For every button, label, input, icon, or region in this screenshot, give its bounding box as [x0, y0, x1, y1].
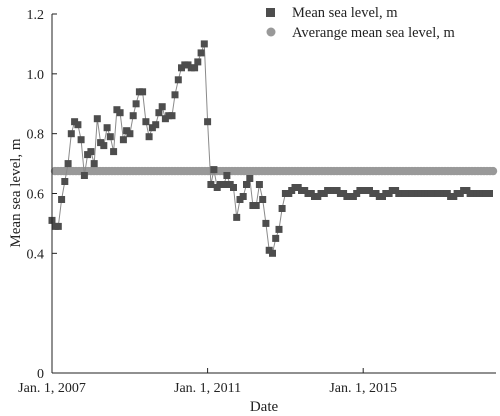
mean-sea-level-point — [119, 136, 127, 144]
mean-sea-level-point — [64, 160, 72, 168]
mean-sea-level-point — [204, 118, 212, 126]
x-tick-label: Jan. 1, 2007 — [18, 381, 86, 396]
mean-sea-level-point — [239, 193, 247, 200]
mean-sea-level-point — [90, 160, 98, 168]
mean-sea-level-point — [103, 124, 111, 132]
mean-sea-level-point — [200, 40, 208, 48]
mean-sea-level-point — [275, 225, 283, 233]
mean-sea-level-point — [278, 205, 286, 212]
legend-marker-circle — [266, 27, 276, 37]
mean-sea-level-point — [207, 181, 215, 188]
mean-sea-level-point — [80, 172, 88, 179]
y-tick-label: 1.2 — [27, 8, 45, 23]
y-axis: 0 0.4 0.6 0.8 1.0 1.2 — [27, 8, 57, 382]
x-tick-label: Jan. 1, 2015 — [329, 381, 397, 396]
mean-sea-level-point — [54, 222, 62, 230]
mean-sea-level-point — [259, 196, 267, 203]
mean-sea-level-point — [152, 121, 160, 129]
legend-label-mean-sea-level: Mean sea level, m — [292, 5, 398, 21]
legend: Mean sea level, m Averange mean sea leve… — [266, 5, 455, 41]
mean-sea-level-point — [269, 249, 276, 257]
mean-sea-level-point — [262, 219, 270, 227]
mean-sea-level-point — [58, 196, 66, 203]
mean-sea-level-point — [61, 178, 69, 185]
mean-sea-level-point — [116, 109, 124, 117]
x-axis-label: Date — [250, 399, 279, 415]
mean-sea-level-point — [155, 109, 163, 117]
mean-sea-level-point — [243, 181, 250, 188]
mean-sea-level-point — [255, 181, 263, 188]
mean-sea-level-point — [223, 172, 231, 179]
mean-sea-level-point — [142, 118, 150, 126]
x-axis: Jan. 1, 2007 Jan. 1, 2011 Jan. 1, 2015 — [18, 368, 496, 396]
mean-sea-level-point — [67, 130, 75, 138]
mean-sea-level-point — [272, 234, 280, 242]
y-axis-label: Mean sea level, m — [8, 138, 24, 247]
mean-sea-level-point — [197, 49, 205, 57]
mean-sea-level-point — [191, 64, 199, 72]
plot-area — [48, 40, 498, 257]
legend-label-average-sea-level: Averange mean sea level, m — [292, 25, 455, 41]
mean-sea-level-point — [106, 133, 114, 141]
mean-sea-level-point — [174, 76, 182, 84]
y-tick-label: 1.0 — [27, 68, 45, 83]
mean-sea-level-point — [230, 184, 237, 191]
mean-sea-level-line — [51, 43, 490, 255]
y-tick-label: 0.4 — [27, 247, 45, 262]
mean-sea-level-point — [252, 202, 260, 209]
y-tick-label: 0 — [37, 367, 44, 382]
mean-sea-level-point — [100, 142, 108, 150]
mean-sea-level-point — [139, 88, 147, 96]
y-tick-label: 0.6 — [27, 188, 45, 203]
mean-sea-level-point — [220, 181, 228, 188]
mean-sea-level-point — [233, 213, 241, 221]
mean-sea-level-point — [74, 121, 82, 129]
mean-sea-level-point — [168, 112, 176, 120]
y-tick-label: 0.8 — [27, 128, 45, 143]
average-point — [488, 166, 498, 176]
mean-sea-level-point — [93, 115, 101, 123]
mean-sea-level-point — [210, 166, 218, 174]
mean-sea-level-point — [77, 136, 85, 144]
legend-marker-square — [266, 8, 275, 17]
mean-sea-level-point — [158, 103, 166, 111]
x-tick-label: Jan. 1, 2011 — [174, 381, 241, 396]
mean-sea-level-point — [246, 175, 254, 182]
mean-sea-level-point — [110, 148, 118, 156]
mean-sea-level-point — [486, 190, 493, 197]
mean-sea-level-point — [194, 58, 202, 66]
mean-sea-level-point — [87, 148, 95, 156]
mean-sea-level-point — [171, 91, 179, 99]
mean-sea-level-point — [126, 130, 134, 138]
mean-sea-level-point — [145, 133, 153, 141]
mean-sea-level-point — [132, 100, 140, 108]
mean-sea-level-point — [129, 112, 137, 120]
